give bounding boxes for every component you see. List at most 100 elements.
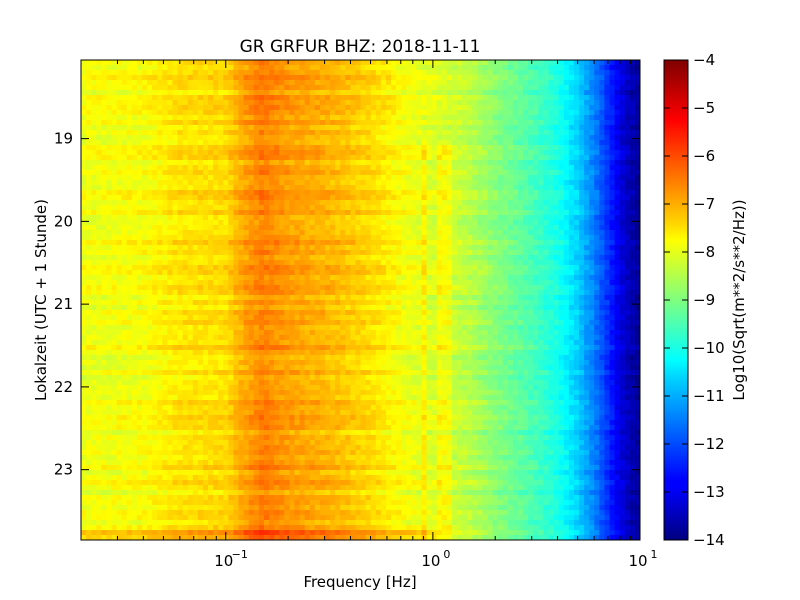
heatmap-cell — [573, 105, 580, 111]
heatmap-cell — [136, 215, 143, 221]
heatmap-cell — [365, 70, 372, 76]
heatmap-cell — [467, 85, 473, 91]
heatmap-cell — [243, 130, 250, 136]
heatmap-cell — [218, 165, 224, 171]
heatmap-cell — [152, 250, 158, 256]
heatmap-cell — [604, 270, 610, 276]
heatmap-cell — [192, 110, 199, 116]
heatmap-cell — [579, 110, 585, 116]
heatmap-cell — [136, 110, 143, 116]
heatmap-cell — [584, 70, 590, 76]
heatmap-cell — [202, 65, 209, 71]
heatmap-cell — [238, 195, 245, 201]
heatmap-cell — [258, 165, 265, 171]
heatmap-cell — [340, 265, 346, 271]
heatmap-cell — [523, 125, 529, 131]
heatmap-cell — [451, 275, 458, 281]
heatmap-cell — [624, 210, 631, 216]
heatmap-cell — [340, 270, 346, 276]
heatmap-cell — [192, 245, 199, 251]
heatmap-cell — [350, 280, 356, 286]
heatmap-cell — [472, 235, 478, 241]
heatmap-cell — [634, 165, 641, 171]
heatmap-cell — [502, 205, 509, 211]
heatmap-cell — [152, 275, 158, 281]
heatmap-cell — [208, 250, 214, 256]
heatmap-cell — [126, 285, 133, 291]
heatmap-cell — [233, 175, 239, 181]
heatmap-cell — [340, 230, 346, 236]
heatmap-cell — [482, 145, 488, 151]
heatmap-cell — [299, 125, 305, 131]
heatmap-cell — [482, 105, 488, 111]
heatmap-cell — [457, 135, 463, 141]
heatmap-cell — [538, 65, 544, 71]
heatmap-cell — [406, 220, 412, 226]
heatmap-cell — [187, 180, 194, 186]
heatmap-cell — [182, 275, 189, 281]
heatmap-cell — [563, 185, 570, 191]
heatmap-cell — [497, 210, 504, 216]
heatmap-cell — [81, 195, 87, 201]
heatmap-cell — [187, 280, 194, 286]
heatmap-cell — [441, 215, 448, 221]
heatmap-cell — [314, 85, 321, 91]
heatmap-cell — [81, 270, 87, 276]
heatmap-cell — [228, 95, 234, 101]
heatmap-cell — [477, 120, 483, 126]
heatmap-cell — [345, 160, 351, 166]
heatmap-cell — [350, 140, 356, 146]
heatmap-cell — [543, 75, 549, 81]
heatmap-cell — [370, 245, 377, 251]
heatmap-cell — [441, 95, 448, 101]
heatmap-cell — [263, 265, 270, 271]
heatmap-cell — [223, 110, 229, 116]
heatmap-cell — [492, 225, 499, 231]
heatmap-cell — [269, 155, 275, 161]
heatmap-cell — [91, 130, 97, 136]
heatmap-cell — [385, 150, 392, 156]
heatmap-cell — [426, 125, 433, 131]
heatmap-cell — [248, 90, 255, 96]
heatmap-cell — [294, 230, 300, 236]
heatmap-cell — [91, 275, 97, 281]
heatmap-cell — [202, 250, 209, 256]
heatmap-cell — [533, 180, 539, 186]
heatmap-cell — [258, 280, 265, 286]
heatmap-cell — [126, 205, 133, 211]
heatmap-cell — [167, 80, 173, 86]
heatmap-cell — [594, 80, 600, 86]
heatmap-cell — [579, 130, 585, 136]
heatmap-cell — [162, 250, 168, 256]
heatmap-cell — [279, 280, 285, 286]
heatmap-cell — [243, 285, 250, 291]
heatmap-cell — [558, 190, 565, 196]
heatmap-cell — [157, 265, 163, 271]
heatmap-cell — [619, 255, 626, 261]
heatmap-cell — [609, 105, 615, 111]
heatmap-cell — [426, 160, 433, 166]
heatmap-cell — [594, 220, 600, 226]
heatmap-cell — [350, 125, 356, 131]
heatmap-cell — [106, 125, 112, 131]
heatmap-cell — [141, 80, 148, 86]
heatmap-cell — [101, 200, 107, 206]
heatmap-cell — [172, 205, 178, 211]
heatmap-cell — [502, 90, 509, 96]
heatmap-cell — [319, 200, 326, 206]
heatmap-cell — [91, 140, 97, 146]
heatmap-cell — [431, 225, 438, 231]
heatmap-cell — [523, 85, 529, 91]
heatmap-cell — [584, 175, 590, 181]
heatmap-cell — [309, 170, 316, 176]
heatmap-cell — [401, 225, 407, 231]
heatmap-cell — [182, 90, 189, 96]
heatmap-cell — [192, 280, 199, 286]
heatmap-cell — [157, 235, 163, 241]
heatmap-cell — [218, 95, 224, 101]
heatmap-cell — [152, 105, 158, 111]
heatmap-cell — [401, 90, 407, 96]
heatmap-cell — [253, 155, 260, 161]
heatmap-cell — [91, 80, 97, 86]
heatmap-cell — [568, 100, 575, 106]
